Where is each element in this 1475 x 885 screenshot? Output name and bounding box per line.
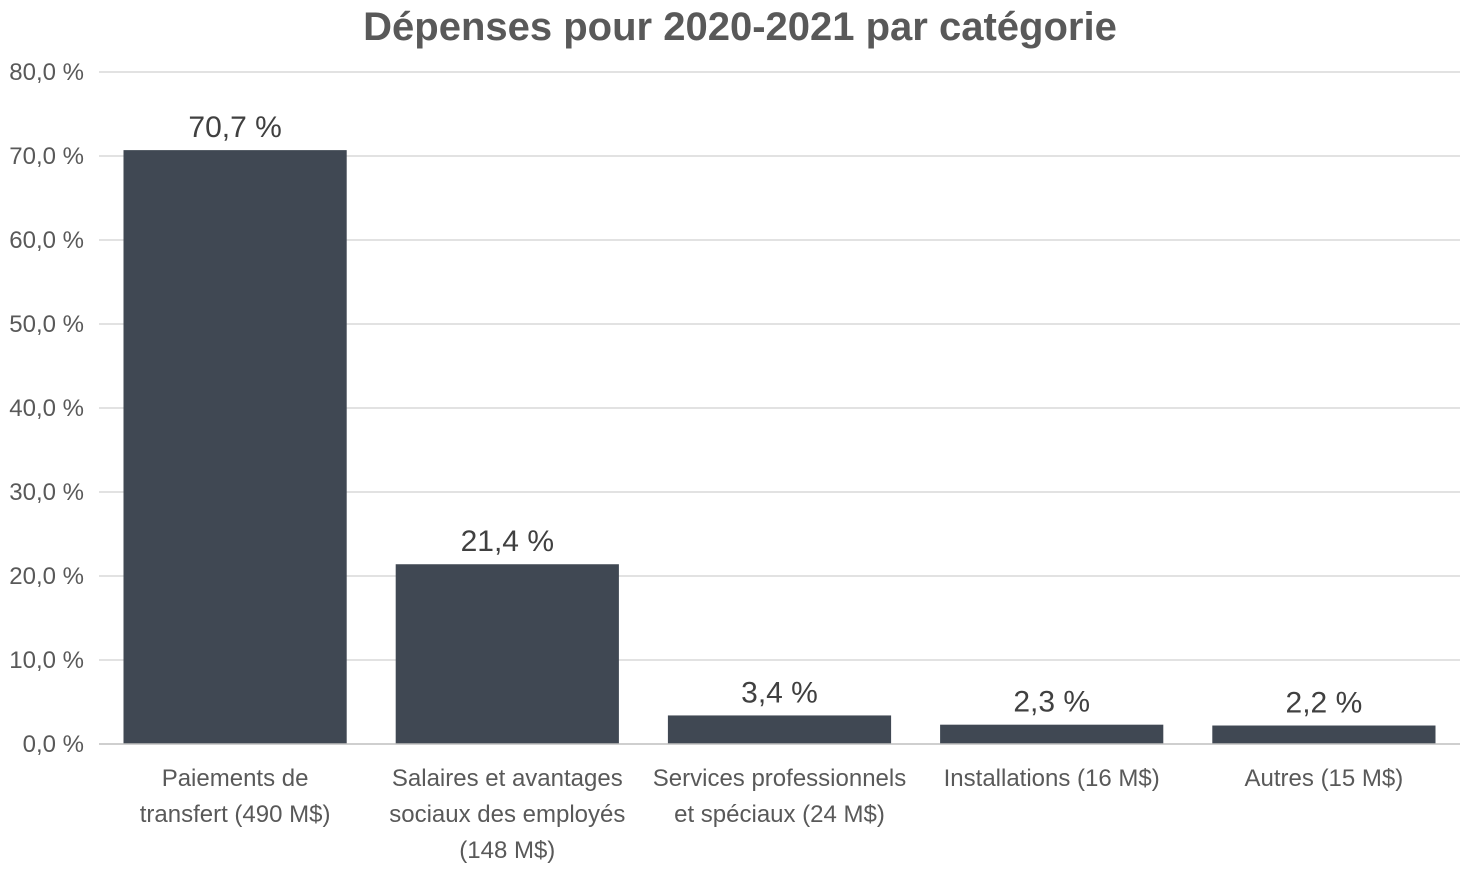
data-label: 2,2 % [1286, 687, 1363, 720]
y-tick-label: 40,0 % [9, 395, 84, 422]
y-tick-label: 50,0 % [9, 311, 84, 338]
category-label-line: Autres (15 M$) [1245, 765, 1404, 792]
category-label-line: Salaires et avantages [392, 765, 623, 792]
bar [940, 724, 1164, 744]
category-label-line: Installations (16 M$) [944, 765, 1160, 792]
bar [123, 150, 347, 744]
category-label: Installations (16 M$) [944, 765, 1160, 792]
y-tick-label: 70,0 % [9, 143, 84, 170]
data-label: 21,4 % [461, 525, 554, 558]
chart-title: Dépenses pour 2020-2021 par catégorie [363, 5, 1117, 49]
category-label: Paiements de transfert (490 M$) [140, 765, 331, 828]
category-label-line: sociaux des employés [389, 801, 625, 828]
category-label: Autres (15 M$) [1245, 765, 1404, 792]
category-label: Salaires et avantages sociaux des employé… [389, 765, 625, 864]
y-tick-label: 80,0 % [9, 59, 84, 86]
y-tick-label: 60,0 % [9, 227, 84, 254]
category-label-line: transfert (490 M$) [140, 801, 331, 828]
x-axis-categories: Paiements de transfert (490 M$) Salaires e… [140, 765, 1404, 864]
bars [123, 150, 1436, 744]
category-label: Services professionnels et spéciaux (24 M… [653, 765, 906, 828]
category-label-line: Paiements de [162, 765, 309, 792]
y-tick-label: 0,0 % [23, 731, 84, 758]
category-label-line: (148 M$) [459, 837, 555, 864]
y-tick-label: 10,0 % [9, 647, 84, 674]
y-axis-ticks: 0,0 % 10,0 % 20,0 % 30,0 % 40,0 % 50,0 % 60,0 … [9, 59, 84, 758]
y-tick-label: 30,0 % [9, 479, 84, 506]
bar [395, 564, 619, 744]
data-label: 2,3 % [1013, 686, 1090, 719]
category-label-line: et spéciaux (24 M$) [674, 801, 885, 828]
data-label: 3,4 % [741, 676, 818, 709]
data-label: 70,7 % [188, 111, 281, 144]
bar [667, 715, 892, 744]
data-labels: 70,7 % 21,4 % 3,4 % 2,3 % 2,2 % [188, 111, 1362, 719]
bar [1212, 725, 1436, 744]
y-tick-label: 20,0 % [9, 563, 84, 590]
category-label-line: Services professionnels [653, 765, 906, 792]
